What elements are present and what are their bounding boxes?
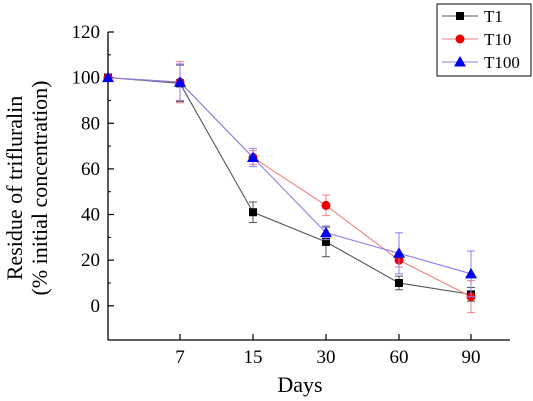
- series-t10: [103, 61, 476, 314]
- legend-marker-t100: [454, 56, 466, 67]
- point-t1: [249, 208, 257, 217]
- y-tick-label: 0: [91, 296, 101, 317]
- y-axis-title-line2: (% initial concentration): [27, 80, 52, 295]
- legend-label-t1: T1: [484, 7, 503, 26]
- x-tick-label: 90: [462, 347, 481, 368]
- point-t100: [465, 267, 477, 279]
- x-tick-label: 30: [317, 347, 336, 368]
- series-line-t100: [107, 77, 472, 275]
- point-t100: [247, 151, 259, 162]
- legend-label-t100: T100: [484, 53, 520, 72]
- y-tick-label: 20: [81, 250, 100, 271]
- legend-label-t10: T10: [484, 30, 511, 49]
- series-group: [102, 61, 477, 314]
- point-t1: [322, 237, 330, 246]
- series-line-t10: [107, 77, 472, 298]
- x-axis-title: Days: [277, 372, 322, 397]
- x-tick-label: 7: [175, 347, 185, 368]
- legend-item-t1: T1: [442, 7, 503, 26]
- x-tick-label: 60: [390, 347, 409, 368]
- x-tick-label: 15: [244, 347, 263, 368]
- point-t100: [320, 226, 332, 238]
- y-tick-label: 60: [81, 159, 100, 180]
- point-t100: [174, 76, 186, 87]
- legend: T1 T10 T100: [436, 3, 532, 77]
- y-axis-ticks: 0 20 40 60 80 100 120: [72, 22, 114, 317]
- x-axis-ticks: 7 15 30 60 90: [175, 334, 481, 368]
- legend-marker-t1: [456, 12, 464, 20]
- point-t1: [395, 278, 403, 287]
- y-axis-title-line1: Residue of trifluralin: [2, 96, 27, 281]
- y-tick-label: 120: [72, 22, 101, 43]
- y-tick-label: 40: [81, 205, 100, 226]
- series-t1: [104, 64, 475, 302]
- legend-item-t100: T100: [442, 53, 520, 72]
- y-axis-title: Residue of trifluralin (% initial concen…: [2, 80, 52, 295]
- y-tick-label: 80: [81, 113, 100, 134]
- y-tick-label: 100: [72, 68, 101, 89]
- point-t100: [393, 247, 405, 258]
- point-t10: [321, 200, 331, 210]
- series-t100: [102, 63, 477, 298]
- point-t100: [102, 71, 114, 83]
- legend-marker-t10: [455, 34, 465, 44]
- series-line-t1: [107, 77, 472, 295]
- legend-item-t10: T10: [442, 30, 511, 49]
